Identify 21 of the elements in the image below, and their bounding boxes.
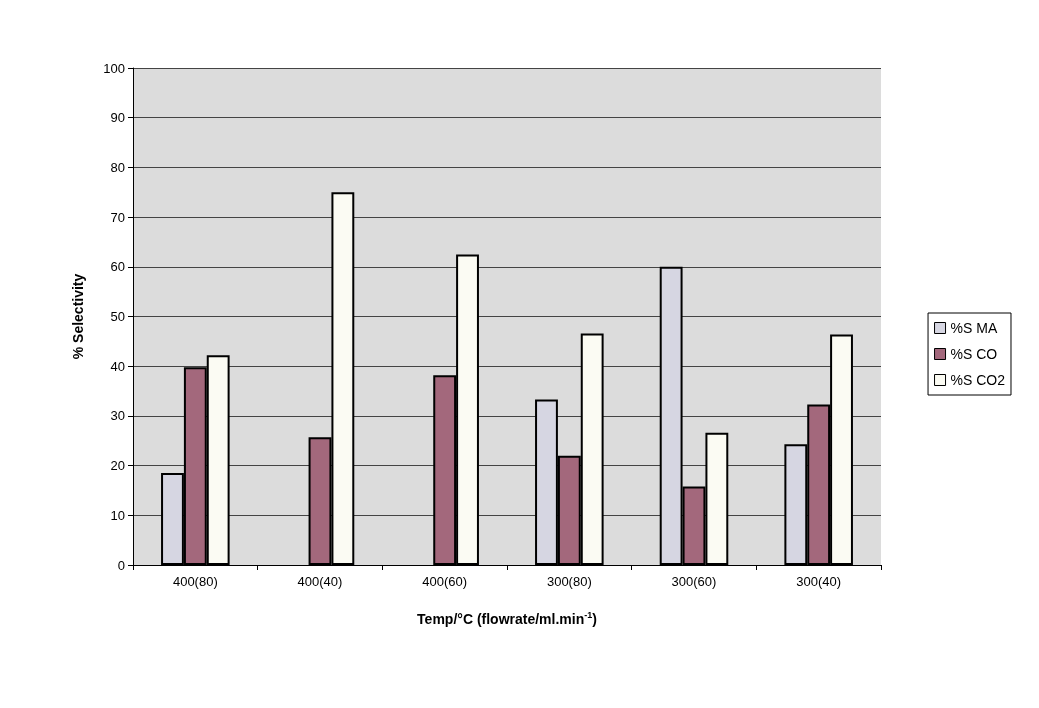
x-tick-label: 400(40) xyxy=(297,574,343,589)
y-tick-label: 20 xyxy=(110,458,125,474)
y-tick-label: 90 xyxy=(110,110,125,126)
y-tick-label: 60 xyxy=(110,259,125,275)
legend-label: %S MA xyxy=(950,320,998,336)
x-tick-label: 300(40) xyxy=(796,574,842,589)
y-tick-label: 50 xyxy=(110,309,125,324)
x-tick-label: 300(60) xyxy=(671,574,717,589)
legend-label: %S CO2 xyxy=(950,372,1006,388)
x-tick-label: 400(60) xyxy=(422,574,468,589)
x-tick-label: 300(80) xyxy=(546,574,592,589)
y-tick-label: 0 xyxy=(117,557,125,573)
x-tick-label: 400(80) xyxy=(172,574,218,589)
y-tick-label: 10 xyxy=(110,507,125,523)
y-tick-label: 40 xyxy=(110,358,125,374)
y-tick-label: 100 xyxy=(103,60,125,76)
y-axis-title: % Selectivity xyxy=(70,273,86,360)
legend-label: %S CO xyxy=(950,346,998,362)
y-tick-label: 30 xyxy=(110,408,125,424)
y-tick-label: 70 xyxy=(110,209,125,225)
y-tick-label: 80 xyxy=(110,159,125,175)
